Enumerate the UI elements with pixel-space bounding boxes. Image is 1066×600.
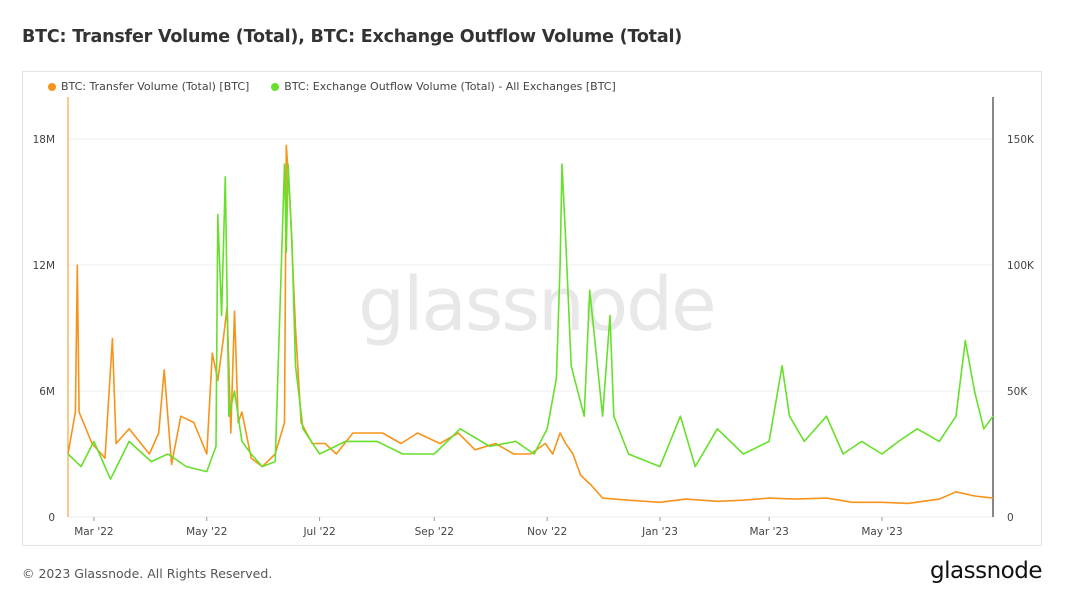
x-tick-label: Nov '22 <box>527 526 567 538</box>
chart-frame <box>22 71 1042 546</box>
legend-dot-transfer-volume <box>48 82 56 91</box>
y-right-tick-label: 50K <box>1007 386 1028 398</box>
legend-label-transfer-volume: BTC: Transfer Volume (Total) [BTC] <box>61 80 250 93</box>
y-left-tick-label: 12M <box>33 260 55 272</box>
copyright-footer: © 2023 Glassnode. All Rights Reserved. <box>22 566 273 581</box>
x-tick-label: Mar '22 <box>74 526 113 538</box>
y-left-tick-label: 0 <box>48 512 55 524</box>
series-line-exchange-outflow <box>67 163 994 481</box>
y-right-tick-label: 100K <box>1007 260 1035 272</box>
legend-item-exchange-outflow[interactable]: BTC: Exchange Outflow Volume (Total) - A… <box>271 80 616 93</box>
x-tick-label: May '22 <box>186 526 227 538</box>
x-tick-label: May '23 <box>861 526 902 538</box>
y-left-tick-label: 6M <box>39 386 55 398</box>
legend-label-exchange-outflow: BTC: Exchange Outflow Volume (Total) - A… <box>284 80 616 93</box>
x-tick-label: Jul '22 <box>302 526 335 538</box>
legend-dot-exchange-outflow <box>271 82 280 91</box>
y-right-tick-label: 150K <box>1007 134 1035 146</box>
y-right-tick-label: 0 <box>1007 512 1014 524</box>
legend: BTC: Transfer Volume (Total) [BTC] BTC: … <box>48 80 616 93</box>
x-tick-label: Mar '23 <box>749 526 788 538</box>
y-left-tick-label: 18M <box>33 134 55 146</box>
legend-item-transfer-volume[interactable]: BTC: Transfer Volume (Total) [BTC] <box>48 80 249 93</box>
series-line-transfer-volume <box>67 144 994 505</box>
watermark: glassnode <box>358 262 717 348</box>
x-tick-label: Jan '23 <box>641 526 678 538</box>
x-tick-label: Sep '22 <box>415 526 454 538</box>
brand-logo: glassnode <box>930 558 1042 584</box>
chart-title: BTC: Transfer Volume (Total), BTC: Excha… <box>22 27 683 47</box>
